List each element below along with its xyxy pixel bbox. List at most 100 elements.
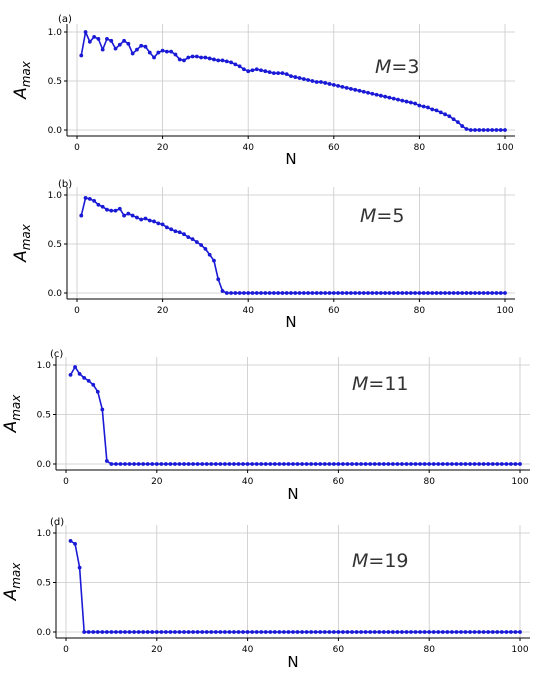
data-point [127, 630, 132, 634]
data-point [212, 258, 216, 263]
data-point [422, 630, 427, 634]
data-point [463, 462, 468, 466]
data-point [459, 630, 463, 634]
data-point [456, 291, 460, 295]
y-axis-label-main: A [1, 589, 21, 602]
data-point [295, 462, 300, 466]
annotation-var: M [352, 550, 368, 572]
data-point [436, 630, 441, 634]
data-point [464, 127, 469, 131]
data-point [267, 291, 272, 295]
x-tick-label: 100 [496, 306, 513, 316]
y-tick-label: 1.0 [37, 529, 52, 539]
data-point [387, 291, 392, 295]
data-point [123, 630, 127, 634]
x-tick-label: 40 [242, 306, 254, 316]
x-tick-label: 100 [511, 645, 528, 655]
data-point [280, 291, 285, 295]
data-point [242, 291, 246, 295]
data-point [486, 462, 491, 466]
data-point [460, 291, 465, 295]
data-point [177, 57, 182, 62]
data-point [136, 462, 141, 466]
data-point [370, 291, 375, 295]
data-point [186, 630, 191, 634]
data-point [227, 462, 232, 466]
data-point [396, 97, 400, 102]
data-point [254, 630, 259, 634]
data-point [96, 202, 101, 207]
data-point [169, 227, 174, 232]
data-point [359, 630, 363, 634]
data-point [313, 630, 318, 634]
series-line [70, 540, 520, 633]
data-point [426, 291, 430, 295]
panel-label: (d) [50, 517, 64, 528]
data-point [417, 291, 422, 295]
data-point [310, 79, 315, 83]
data-point [395, 462, 400, 466]
data-point [477, 462, 482, 466]
data-point [100, 630, 105, 634]
data-point [191, 462, 196, 466]
data-point [123, 462, 127, 466]
data-point [301, 77, 306, 81]
data-point [295, 630, 300, 634]
data-point [304, 462, 309, 466]
data-point [357, 88, 362, 93]
data-point [443, 112, 447, 117]
data-point [213, 630, 218, 634]
data-point [83, 196, 88, 200]
data-point [177, 462, 182, 466]
data-point [194, 240, 199, 244]
data-point [272, 630, 277, 634]
y-tick-label: 0.0 [37, 628, 52, 638]
data-point [404, 99, 409, 104]
data-point [319, 291, 323, 295]
data-point [427, 462, 432, 466]
data-point [481, 291, 486, 295]
data-point [135, 215, 139, 220]
data-point [513, 462, 518, 466]
data-point [377, 630, 382, 634]
data-point [331, 83, 336, 87]
data-point [195, 630, 200, 634]
data-point [100, 47, 105, 52]
data-point [363, 630, 368, 634]
data-point [135, 47, 139, 52]
data-point [494, 291, 499, 295]
data-point [490, 291, 495, 295]
data-point [426, 105, 430, 110]
data-point [250, 68, 255, 73]
x-axis-label: N [287, 485, 298, 503]
data-point [391, 96, 396, 101]
data-point [272, 462, 277, 466]
data-point [438, 110, 443, 115]
data-point [254, 462, 259, 466]
data-point [259, 291, 263, 295]
data-point [395, 630, 400, 634]
data-point [186, 55, 191, 60]
data-point [451, 117, 456, 122]
data-point [109, 38, 114, 43]
data-point [447, 114, 452, 119]
data-point [83, 30, 88, 34]
data-point [368, 462, 373, 466]
y-axis-label: Amax [11, 223, 33, 263]
data-point [400, 98, 405, 103]
x-tick-label: 20 [151, 645, 163, 655]
data-point [499, 630, 504, 634]
data-point [143, 44, 148, 49]
y-tick-label: 0.5 [48, 240, 62, 250]
data-point [186, 462, 191, 466]
data-point [490, 630, 495, 634]
data-point [250, 291, 255, 295]
annotation: M=11 [352, 373, 409, 395]
x-tick-label: 80 [414, 306, 426, 316]
data-point [354, 462, 359, 466]
data-point [313, 462, 318, 466]
data-point [322, 462, 327, 466]
data-point [118, 462, 123, 466]
data-point [95, 389, 100, 394]
